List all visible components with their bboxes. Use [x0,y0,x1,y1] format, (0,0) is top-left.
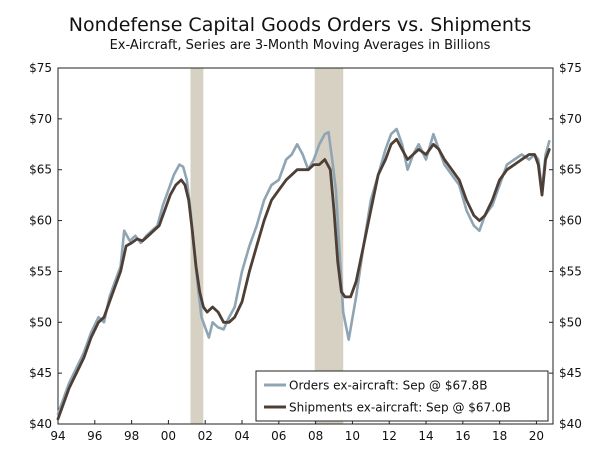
y-tick-label-left: $70 [29,112,52,126]
series-lines [56,127,551,421]
legend: Orders ex-aircraft: Sep @ $67.8B Shipmen… [255,370,549,422]
legend-label-shipments: Shipments ex-aircraft: Sep @ $67.0B [289,401,511,415]
x-tick-label: 08 [308,429,323,443]
legend-label-orders: Orders ex-aircraft: Sep @ $67.8B [289,379,487,393]
x-tick-label: 98 [124,429,139,443]
x-tick-label: 00 [161,429,176,443]
y-tick-label-left: $55 [29,264,52,278]
legend-box [255,370,549,422]
y-tick-label-right: $65 [559,163,582,177]
x-tick-label: 10 [345,429,360,443]
recession-bands [190,68,344,424]
x-tick-label: 16 [455,429,470,443]
x-tick-label: 04 [234,429,249,443]
x-tick-label: 18 [492,429,507,443]
y-tick-label-left: $75 [29,61,52,75]
recession-band-0 [190,68,204,424]
x-tick-label: 12 [382,429,397,443]
y-tick-label-left: $65 [29,163,52,177]
x-tick-label: 96 [87,429,102,443]
y-tick-label-right: $75 [559,61,582,75]
y-tick-label-right: $60 [559,214,582,228]
y-tick-label-right: $70 [559,112,582,126]
y-tick-label-left: $60 [29,214,52,228]
y-tick-label-left: $50 [29,315,52,329]
y-tick-label-right: $55 [559,264,582,278]
x-tick-label: 94 [50,429,65,443]
y-tick-label-right: $50 [559,315,582,329]
x-tick-label: 02 [198,429,213,443]
x-tick-label: 06 [271,429,286,443]
chart-subtitle: Ex-Aircraft, Series are 3-Month Moving A… [109,38,491,53]
y-tick-label-left: $40 [29,417,52,431]
x-tick-label: 14 [418,429,433,443]
y-tick-label-right: $45 [559,366,582,380]
axis-ticks: $40 $40 $45 $45 $50 $50 $55 $55 $60 $60 $65 $65 $70 $… [29,61,582,443]
plot-area [57,67,554,425]
chart-title: Nondefense Capital Goods Orders vs. Ship… [68,14,532,36]
series-line-shipments [56,137,551,421]
y-tick-label-left: $45 [29,366,52,380]
x-tick-label: 20 [529,429,544,443]
y-tick-label-right: $40 [559,417,582,431]
